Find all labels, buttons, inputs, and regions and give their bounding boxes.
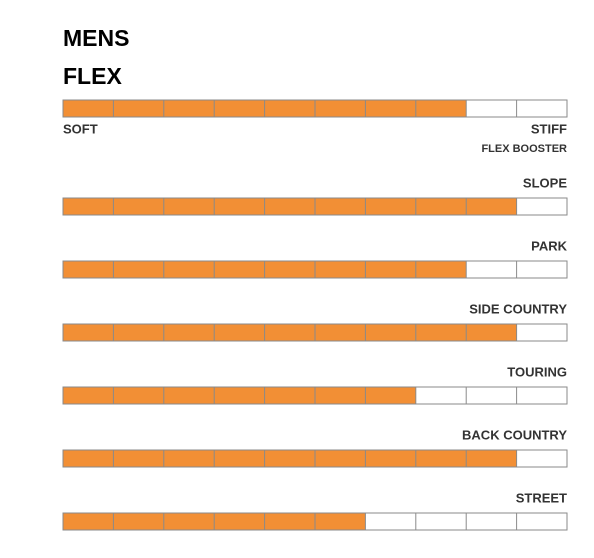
bar-border [62,323,568,342]
bar-fill [63,198,517,215]
rating-label: PARK [531,238,567,253]
bar-fill [63,387,416,404]
bar-border [62,386,568,405]
rating-label: BACK COUNTRY [462,427,567,442]
title: MENS [63,25,129,51]
rating-label: STREET [516,490,567,505]
min-label: SOFT [63,121,98,136]
rating-label: TOURING [507,364,567,379]
rating-label: SLOPE [523,175,567,190]
bar-border [62,99,568,118]
rating-label: SIDE COUNTRY [469,301,567,316]
subtitle: FLEX [63,63,122,89]
bar-fill [63,450,517,467]
max-label: STIFF [531,121,567,136]
bar-border [62,260,568,279]
bar-border [62,197,568,216]
bar-border [62,512,568,531]
bar-border [62,449,568,468]
section-title: FLEX BOOSTER [481,143,567,155]
bar-fill [63,324,517,341]
